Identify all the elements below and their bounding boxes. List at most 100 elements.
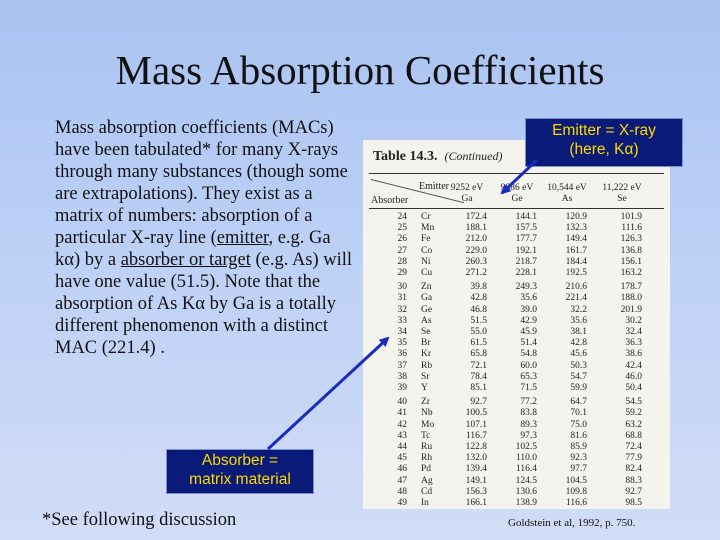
- table-row: 37 Rb 72.1 60.0 50.3 42.4: [363, 361, 670, 372]
- table-row: 24 Cr 172.4 144.1 120.9 101.9: [363, 212, 670, 223]
- mac-value: 156.3: [465, 486, 487, 497]
- atomic-number: 34: [397, 327, 408, 337]
- table-row: 48 Cd 156.3 130.6 109.8 92.7: [363, 487, 670, 498]
- mac-value: 201.9: [620, 304, 642, 315]
- mac-value: 157.5: [515, 223, 537, 234]
- table-row: 30 Zn 39.8 249.3 210.6 178.7: [363, 282, 670, 293]
- atomic-number: 38: [397, 371, 408, 382]
- atomic-number: 25: [397, 223, 408, 234]
- table-row: 43 Tc 116.7 97.3 81.6 68.8: [363, 431, 670, 442]
- mac-value: 75.0: [570, 419, 587, 430]
- atomic-number: 46: [397, 464, 408, 475]
- mac-value: 172.4: [465, 212, 487, 222]
- table-row: 49 In 166.1 138.9 116.6 98.5: [363, 498, 670, 509]
- absorber-element: Cr: [421, 212, 431, 222]
- table-row: 27 Co 229.0 192.1 161.7 136.8: [363, 246, 670, 257]
- citation: Goldstein et al, 1992, p. 750.: [508, 517, 636, 529]
- table-caption-number: Table 14.3.: [373, 149, 438, 164]
- mac-value: 82.4: [625, 464, 642, 475]
- atomic-number: 40: [397, 397, 408, 408]
- absorber-element: Zn: [421, 282, 432, 293]
- mac-value: 64.7: [570, 397, 587, 408]
- mac-value: 149.4: [565, 234, 587, 245]
- column-energy: 11,222 eV: [602, 183, 642, 193]
- mac-value: 60.0: [520, 360, 537, 371]
- mac-value: 229.0: [465, 245, 487, 256]
- mac-value: 97.3: [520, 430, 537, 441]
- absorber-element: Pd: [421, 464, 432, 475]
- mac-value: 116.4: [515, 464, 537, 475]
- table-row: 34 Se 55.0 45.9 38.1 32.4: [363, 327, 670, 338]
- mac-value: 100.5: [465, 408, 487, 419]
- absorber-element: As: [421, 315, 432, 326]
- table-row: 31 Ga 42.8 35.6 221.4 188.0: [363, 293, 670, 304]
- mac-value: 38.6: [625, 349, 642, 360]
- absorber-element: Br: [421, 338, 431, 349]
- table-row: 25 Mn 188.1 157.5 132.3 111.6: [363, 223, 670, 234]
- mac-value: 163.2: [620, 268, 642, 278]
- mac-value: 77.9: [625, 453, 642, 464]
- mac-value: 55.0: [470, 327, 487, 337]
- mac-value: 61.5: [470, 338, 487, 349]
- table-row: 28 Ni 260.3 218.7 184.4 156.1: [363, 257, 670, 268]
- mac-value: 156.1: [620, 256, 642, 267]
- mac-value: 130.6: [515, 486, 537, 497]
- mac-value: 65.8: [470, 349, 487, 360]
- mac-value: 59.9: [570, 383, 587, 393]
- atomic-number: 36: [397, 349, 408, 360]
- column-energy: 9252 eV: [450, 183, 484, 193]
- mac-value: 178.7: [620, 282, 642, 293]
- mac-value: 116.7: [465, 430, 487, 441]
- atomic-number: 28: [397, 256, 408, 267]
- mac-value: 92.7: [470, 397, 487, 408]
- column-energy: 9886 eV: [500, 183, 534, 193]
- absorber-element: Ru: [421, 442, 433, 452]
- body-text-part-1: Mass absorption coefficients (MACs) have…: [55, 118, 348, 248]
- footnote: *See following discussion: [42, 510, 237, 530]
- mac-value: 36.3: [625, 338, 642, 349]
- table-caption: Table 14.3. (Continued): [373, 149, 502, 165]
- mac-value: 71.5: [520, 383, 537, 393]
- atomic-number: 43: [397, 430, 408, 441]
- mac-value: 221.4: [565, 293, 587, 304]
- mac-value: 218.7: [515, 256, 537, 267]
- table-emitter-label: Emitter: [419, 181, 449, 192]
- mac-value: 122.8: [465, 442, 487, 452]
- atomic-number: 29: [397, 268, 408, 278]
- mac-value: 212.0: [465, 234, 487, 245]
- body-paragraph: Mass absorption coefficients (MACs) have…: [55, 117, 355, 359]
- absorber-element: Nb: [421, 408, 433, 419]
- mac-value: 81.6: [570, 430, 587, 441]
- mac-value: 32.2: [570, 304, 587, 315]
- absorber-element: Sr: [421, 371, 430, 382]
- mac-value: 110.0: [515, 453, 537, 464]
- column-energy: 10,544 eV: [547, 183, 587, 193]
- table-row: 46 Pd 139.4 116.4 97.7 82.4: [363, 464, 670, 475]
- absorber-element: Ga: [421, 293, 433, 304]
- mac-value: 54.8: [520, 349, 537, 360]
- table-column-header: 9252 eV Ga: [445, 183, 489, 205]
- mac-value: 101.9: [620, 212, 642, 222]
- table-row: 33 As 51.5 42.9 35.6 30.2: [363, 316, 670, 327]
- absorber-element: Mo: [421, 419, 435, 430]
- absorber-element: Cd: [421, 486, 433, 497]
- mac-value: 42.9: [520, 315, 537, 326]
- mac-value: 35.6: [570, 315, 587, 326]
- atomic-number: 32: [397, 304, 408, 315]
- mac-value: 98.5: [625, 498, 642, 508]
- mac-value: 78.4: [470, 371, 487, 382]
- mac-value: 72.4: [625, 442, 642, 452]
- atomic-number: 30: [397, 282, 408, 293]
- mac-value: 39.8: [470, 282, 487, 293]
- mac-value: 144.1: [515, 212, 537, 222]
- mac-table-image: Table 14.3. (Continued) Emitter Absorber…: [363, 140, 670, 509]
- mac-value: 97.7: [570, 464, 587, 475]
- absorber-callout-line-2: matrix material: [189, 471, 291, 488]
- mac-value: 210.6: [565, 282, 587, 293]
- table-row: 44 Ru 122.8 102.5 85.9 72.4: [363, 442, 670, 453]
- atomic-number: 48: [397, 486, 408, 497]
- absorber-element: Tc: [421, 430, 431, 441]
- mac-value: 109.8: [565, 486, 587, 497]
- mac-value: 188.0: [620, 293, 642, 304]
- atomic-number: 45: [397, 453, 408, 464]
